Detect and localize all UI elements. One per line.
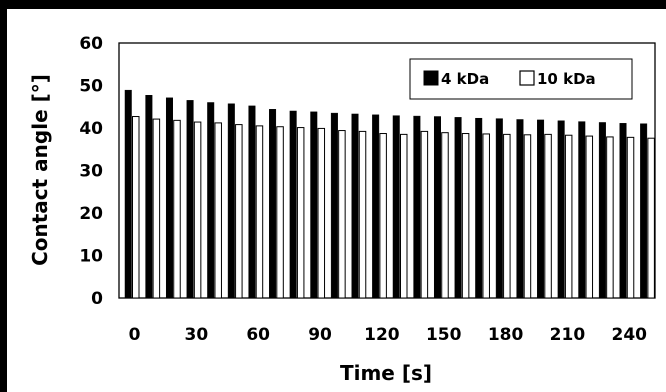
bar-4kda: [289, 110, 297, 299]
bar-10kda: [358, 130, 367, 299]
bar-10kda: [317, 127, 326, 299]
y-tick-label: 60: [79, 34, 103, 54]
bar-10kda: [503, 133, 511, 299]
legend-label-4kda: 4 kDa: [441, 70, 489, 88]
bar-4kda: [557, 120, 565, 299]
bar-10kda: [214, 122, 222, 299]
bar-4kda: [248, 105, 256, 299]
bar-4kda: [433, 116, 441, 299]
bar-4kda: [351, 113, 359, 299]
bar-4kda: [537, 119, 545, 299]
bar-10kda: [400, 133, 408, 299]
bar-4kda: [372, 114, 380, 299]
legend-swatch-4kda: [423, 70, 439, 86]
y-tick-label: 30: [79, 162, 103, 182]
bar-4kda: [269, 109, 277, 299]
y-tick-label: 0: [91, 289, 103, 309]
bar-4kda: [640, 123, 648, 299]
bar-4kda: [145, 95, 153, 299]
bar-10kda: [626, 136, 635, 299]
legend-swatch-10kda: [519, 70, 535, 86]
x-axis-title: Time [s]: [340, 361, 432, 385]
bar-10kda: [585, 135, 594, 299]
bar-10kda: [420, 130, 429, 299]
y-tick-label: 20: [79, 204, 103, 224]
bar-10kda: [461, 133, 470, 299]
x-tick-label: 30: [185, 325, 209, 345]
bar-10kda: [441, 132, 449, 299]
bar-4kda: [392, 115, 400, 299]
y-tick-label: 40: [79, 119, 103, 139]
bar-4kda: [495, 118, 503, 299]
x-tick-label: 150: [426, 325, 462, 345]
bar-10kda: [523, 134, 532, 299]
x-tick-label: 90: [308, 325, 332, 345]
chart-panel: 0 10 20 30 40 50 60 0 30 60 90 120 150 180 210 240 Con…: [7, 9, 666, 392]
bar-4kda: [310, 111, 318, 299]
x-tick-label: 240: [612, 325, 648, 345]
bar-4kda: [516, 119, 524, 299]
bar-4kda: [619, 123, 627, 299]
bar-4kda: [227, 103, 235, 299]
bar-10kda: [152, 118, 161, 299]
bar-10kda: [132, 116, 140, 299]
bar-10kda: [647, 137, 655, 299]
bar-4kda: [165, 97, 173, 299]
bar-4kda: [598, 122, 606, 299]
bar-10kda: [255, 125, 264, 299]
bar-4kda: [124, 89, 132, 299]
bar-10kda: [173, 119, 181, 299]
legend: 4 kDa 10 kDa: [409, 58, 633, 100]
bar-10kda: [296, 127, 305, 299]
bar-4kda: [454, 117, 462, 299]
bar-10kda: [276, 126, 284, 299]
bar-4kda: [413, 115, 421, 299]
bar-10kda: [235, 124, 243, 299]
bar-4kda: [475, 117, 483, 299]
bar-10kda: [606, 136, 614, 299]
bar-10kda: [564, 134, 573, 299]
bar-4kda: [186, 100, 194, 299]
bar-4kda: [207, 102, 215, 299]
x-tick-label: 0: [129, 325, 141, 345]
contact-angle-bar-chart: 0 10 20 30 40 50 60 0 30 60 90 120 150 180 210 240 Con…: [28, 34, 656, 385]
bar-10kda: [482, 133, 490, 299]
x-tick-label: 210: [550, 325, 586, 345]
bar-10kda: [338, 130, 346, 299]
y-tick-label: 10: [79, 247, 103, 267]
bar-10kda: [379, 133, 387, 299]
y-axis-title: Contact angle [°]: [28, 74, 52, 266]
bar-4kda: [578, 121, 586, 299]
x-tick-label: 120: [364, 325, 400, 345]
bar-4kda: [330, 112, 338, 299]
x-tick-label: 60: [246, 325, 270, 345]
x-tick-label: 180: [488, 325, 524, 345]
bar-10kda: [544, 133, 552, 299]
bar-10kda: [193, 121, 202, 299]
legend-label-10kda: 10 kDa: [537, 70, 596, 88]
y-tick-label: 50: [79, 77, 103, 97]
